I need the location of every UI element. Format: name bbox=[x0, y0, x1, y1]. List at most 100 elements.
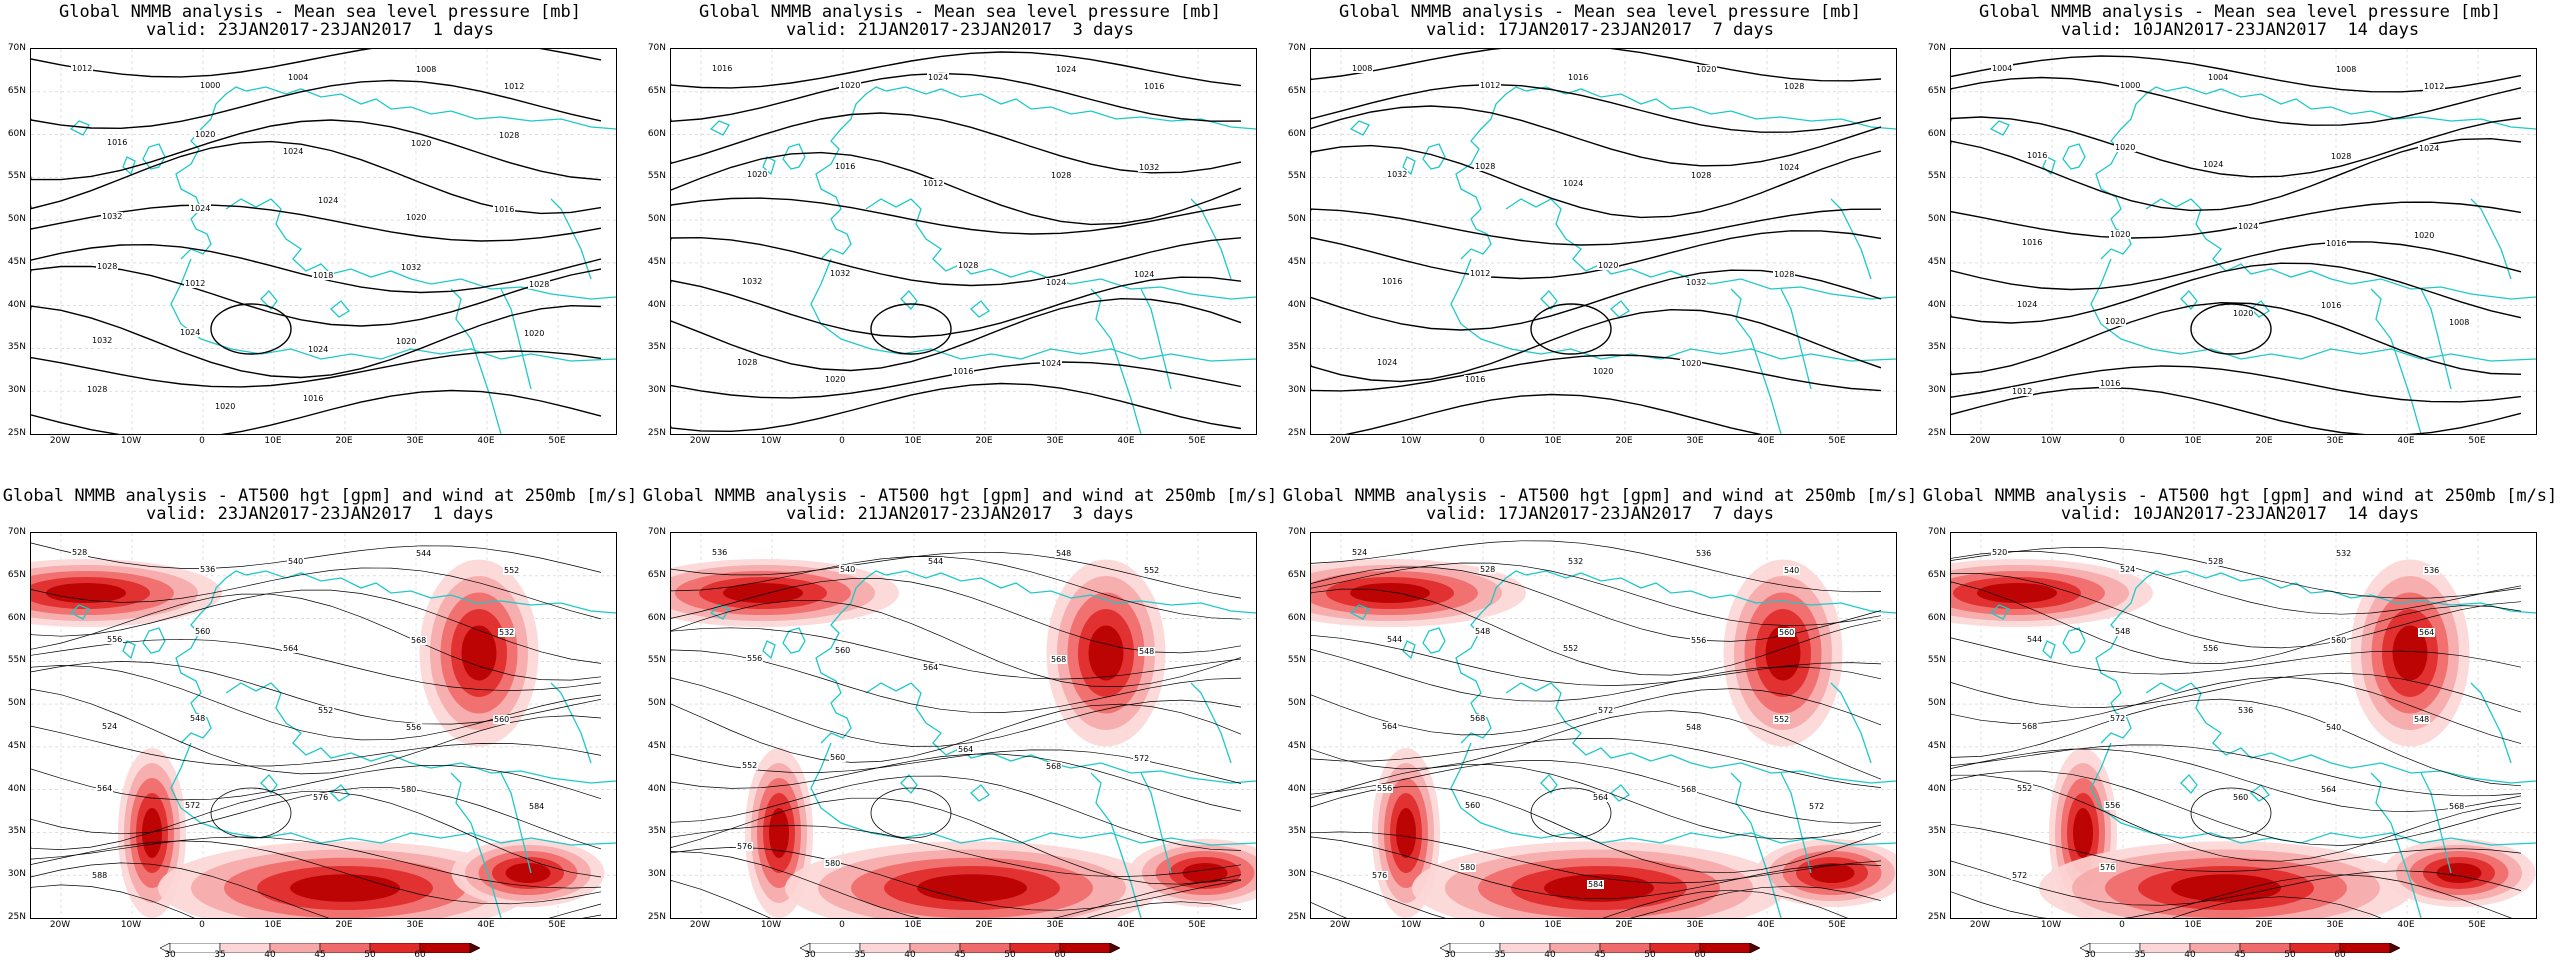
isoline-label: 1016 bbox=[1567, 73, 1590, 82]
z500-panel-3d: Global NMMB analysis - AT500 hgt [gpm] a… bbox=[640, 480, 1280, 960]
isoline bbox=[671, 72, 1242, 123]
colorbar bbox=[159, 938, 481, 954]
isoline-label: 552 bbox=[1562, 644, 1580, 653]
isoline-label: 584 bbox=[528, 802, 546, 811]
isoline bbox=[1311, 831, 1882, 884]
isoline-label: 520 bbox=[1991, 548, 2009, 557]
isoline bbox=[31, 350, 602, 388]
lon-tick-label: 30E bbox=[1686, 920, 1704, 930]
coastline bbox=[2370, 288, 2422, 434]
jet-shading bbox=[46, 583, 126, 603]
isoline-label: 1024 bbox=[2418, 144, 2441, 153]
coastline bbox=[782, 627, 806, 654]
coastline bbox=[2145, 682, 2536, 784]
isoline-label: 1020 bbox=[839, 81, 862, 90]
coastline bbox=[260, 774, 278, 794]
lat-tick-label: 55N bbox=[1287, 655, 1306, 666]
isoline-label: 1004 bbox=[287, 73, 310, 82]
isoline bbox=[1311, 764, 1882, 840]
isoline-label: 1008 bbox=[415, 65, 438, 74]
lon-tick-label: 10W bbox=[2040, 920, 2062, 930]
isoline-label: 548 bbox=[1055, 549, 1073, 558]
coastline bbox=[1610, 300, 1630, 318]
lon-tick-label: 50E bbox=[1828, 436, 1846, 446]
isoline-label: 1020 bbox=[523, 328, 546, 338]
closed-isoline bbox=[210, 303, 292, 355]
isoline-label: 532 bbox=[498, 628, 516, 637]
isoline-label: 1016 bbox=[834, 162, 857, 172]
isoline bbox=[1951, 55, 2522, 93]
map-svg bbox=[1311, 533, 1896, 918]
isoline-label: 536 bbox=[1695, 549, 1713, 558]
panel-subtitle: valid: 10JAN2017-23JAN2017 14 days bbox=[2060, 504, 2420, 524]
isoline-label: 528 bbox=[2207, 557, 2225, 566]
colorbar-tick-label: 35 bbox=[214, 950, 226, 960]
coastline bbox=[1455, 86, 1527, 260]
lat-tick-label: 30N bbox=[1927, 385, 1946, 396]
isoline-label: 1020 bbox=[194, 130, 217, 140]
isoline-label: 1020 bbox=[410, 139, 433, 149]
coastline bbox=[782, 143, 806, 170]
colorbar-tick-label: 45 bbox=[1594, 950, 1606, 960]
colorbar-tick-label: 45 bbox=[954, 950, 966, 960]
isoline bbox=[1951, 546, 2522, 599]
isoline bbox=[1311, 83, 1882, 133]
isoline-label: 1032 bbox=[1138, 163, 1161, 173]
lat-tick-label: 30N bbox=[7, 869, 26, 880]
lat-tick-label: 60N bbox=[1287, 128, 1306, 139]
isoline-label: 1008 bbox=[2335, 65, 2358, 74]
coastline bbox=[2420, 288, 2452, 390]
lon-tick-label: 40E bbox=[477, 920, 495, 930]
isoline-label: 556 bbox=[1690, 636, 1708, 645]
isoline-label: 1008 bbox=[1351, 64, 1374, 73]
coastline bbox=[1505, 682, 1896, 784]
lat-tick-label: 30N bbox=[1927, 869, 1946, 880]
coastline bbox=[1730, 772, 1782, 918]
isoline-label: 1016 bbox=[711, 64, 734, 73]
isoline-label: 1016 bbox=[2325, 239, 2348, 248]
coastline bbox=[2250, 300, 2270, 318]
colorbar bbox=[1439, 938, 1761, 954]
lat-tick-label: 55N bbox=[647, 171, 666, 182]
panel-title: Global NMMB analysis - AT500 hgt [gpm] a… bbox=[1282, 486, 1918, 506]
coastline bbox=[2250, 784, 2270, 802]
isoline-label: 1024 bbox=[307, 344, 330, 354]
isoline-label: 536 bbox=[711, 548, 729, 557]
coastline bbox=[450, 772, 502, 918]
isoline-label: 1028 bbox=[528, 279, 551, 289]
lat-tick-label: 55N bbox=[1927, 655, 1946, 666]
lat-tick-label: 65N bbox=[7, 569, 26, 580]
isoline-label: 524 bbox=[2119, 565, 2137, 574]
map-area: 1012 1000 1004 1008 1012 1016 1020 1024 1020 1028… bbox=[30, 48, 617, 435]
isoline bbox=[31, 49, 602, 78]
isoline bbox=[671, 600, 1242, 687]
coastline bbox=[2145, 198, 2536, 300]
lat-tick-label: 40N bbox=[1927, 299, 1946, 310]
isoline-label: 572 bbox=[1808, 802, 1826, 811]
lat-tick-label: 25N bbox=[1287, 912, 1306, 922]
lon-tick-label: 10E bbox=[2184, 436, 2202, 446]
colorbar-tick-label: 30 bbox=[164, 950, 176, 960]
jet-shading bbox=[917, 874, 1027, 902]
lon-tick-label: 0 bbox=[2119, 436, 2125, 446]
lon-tick-label: 10W bbox=[2040, 436, 2062, 446]
isoline bbox=[1951, 76, 2522, 126]
coastline bbox=[2095, 86, 2167, 260]
coastline bbox=[330, 300, 350, 318]
coastline bbox=[1190, 682, 1232, 764]
isoline-label: 560 bbox=[194, 627, 212, 636]
coastline bbox=[1140, 288, 1172, 390]
coastline bbox=[245, 570, 616, 614]
coastline bbox=[2165, 570, 2536, 614]
coastline bbox=[709, 120, 730, 136]
isoline-label: 552 bbox=[1143, 566, 1161, 575]
isoline-label: 1024 bbox=[1562, 179, 1585, 189]
lat-tick-label: 70N bbox=[1927, 527, 1946, 537]
isoline bbox=[1311, 49, 1882, 82]
lon-tick-label: 0 bbox=[839, 436, 845, 446]
isoline-label: 560 bbox=[1464, 801, 1482, 810]
lat-tick-label: 70N bbox=[7, 527, 26, 537]
lon-tick-label: 0 bbox=[199, 436, 205, 446]
lon-tick-label: 0 bbox=[839, 920, 845, 930]
lon-tick-label: 20E bbox=[1615, 920, 1633, 930]
